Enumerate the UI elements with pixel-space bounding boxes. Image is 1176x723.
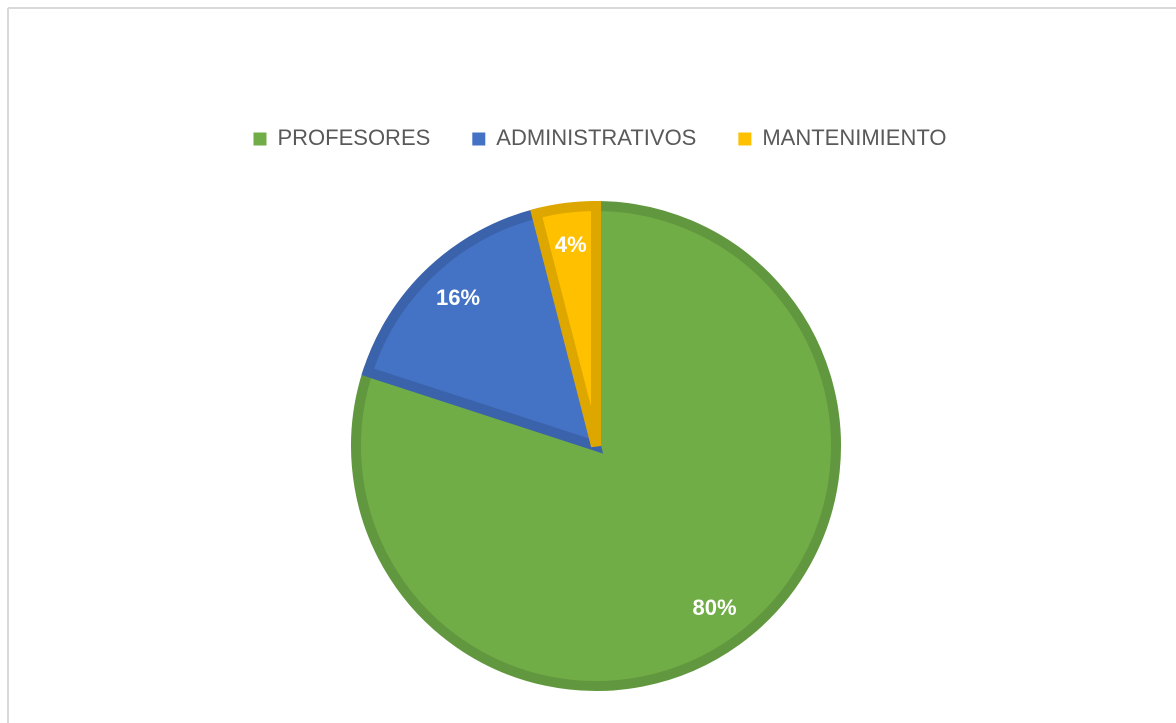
- legend-swatch: [738, 132, 752, 146]
- legend-label: PROFESORES: [277, 125, 430, 150]
- legend: PROFESORES ADMINISTRATIVOS MANTENIMIENTO: [253, 125, 947, 150]
- legend-swatch: [472, 132, 486, 146]
- value-label: 4%: [555, 232, 587, 257]
- value-label: 80%: [692, 595, 736, 620]
- legend-swatch: [253, 132, 267, 146]
- pie-slice: [351, 200, 841, 691]
- value-label: 16%: [436, 285, 480, 310]
- legend-label: MANTENIMIENTO: [762, 125, 946, 150]
- pie: 80% 16% 4%: [351, 200, 841, 691]
- pie-slice: [530, 200, 601, 448]
- legend-label: ADMINISTRATIVOS: [496, 125, 696, 150]
- pie-slice: [361, 207, 604, 454]
